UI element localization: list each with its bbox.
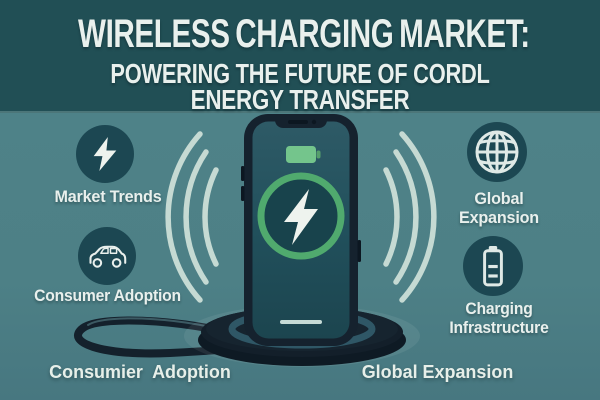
caption-consumer-adoption: Consumier Adoption [49,361,231,382]
lightning-icon [93,137,117,171]
global-expansion-line2: Expansion [459,208,539,227]
battery-icon [483,246,503,287]
global-expansion-circle [467,122,527,182]
charging-infrastructure-line2: Infrastructure [449,319,549,337]
title-line3: ENERGY TRANSFER [190,84,410,115]
phone-notch [275,114,327,128]
globe-icon [475,130,519,174]
smartphone [241,114,361,346]
consumer-adoption-circle [78,227,136,285]
header-banner: WIRELESS CHARGING MARKET: POWERING THE F… [0,0,600,115]
signal-waves-right [383,131,437,303]
car-icon [89,245,127,268]
global-expansion-line1: Global [474,189,524,208]
charging-infrastructure-line1: Charging [465,300,533,318]
market-trends-label: Market Trends [54,187,162,206]
market-trends-circle [76,125,134,183]
phone-side-button [357,240,361,262]
title-line2: POWERING THE FUTURE OF CORDL [110,58,490,89]
phone-side-button [241,186,245,201]
charging-infrastructure-label: Charging Infrastructure [427,300,571,338]
signal-waves-left [165,131,219,303]
home-indicator [280,320,322,324]
consumer-adoption-label: Consumer Adoption [34,287,181,305]
charging-infrastructure-circle [463,236,523,296]
global-expansion-label: Global Expansion [433,189,566,227]
caption-global-expansion: Global Expansion [361,361,514,382]
title-line1: WIRELESS CHARGING MARKET: [78,12,530,56]
battery-status-icon [286,146,321,163]
lightning-bolt-icon [284,189,318,245]
phone-side-button [241,166,245,181]
